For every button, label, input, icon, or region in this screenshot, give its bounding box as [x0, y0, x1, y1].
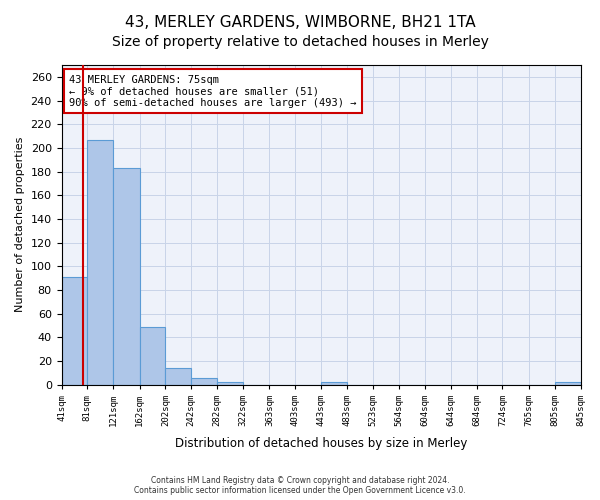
Bar — [166, 368, 191, 384]
Bar — [113, 168, 140, 384]
Bar — [62, 277, 88, 384]
Bar — [217, 382, 243, 384]
Text: 43, MERLEY GARDENS, WIMBORNE, BH21 1TA: 43, MERLEY GARDENS, WIMBORNE, BH21 1TA — [125, 15, 475, 30]
Bar — [321, 382, 347, 384]
Text: 43 MERLEY GARDENS: 75sqm
← 9% of detached houses are smaller (51)
90% of semi-de: 43 MERLEY GARDENS: 75sqm ← 9% of detache… — [70, 74, 357, 108]
Bar — [88, 140, 113, 384]
Bar — [191, 378, 217, 384]
Text: Contains HM Land Registry data © Crown copyright and database right 2024.
Contai: Contains HM Land Registry data © Crown c… — [134, 476, 466, 495]
Bar — [554, 382, 581, 384]
X-axis label: Distribution of detached houses by size in Merley: Distribution of detached houses by size … — [175, 437, 467, 450]
Y-axis label: Number of detached properties: Number of detached properties — [15, 137, 25, 312]
Bar — [140, 326, 166, 384]
Text: Size of property relative to detached houses in Merley: Size of property relative to detached ho… — [112, 35, 488, 49]
